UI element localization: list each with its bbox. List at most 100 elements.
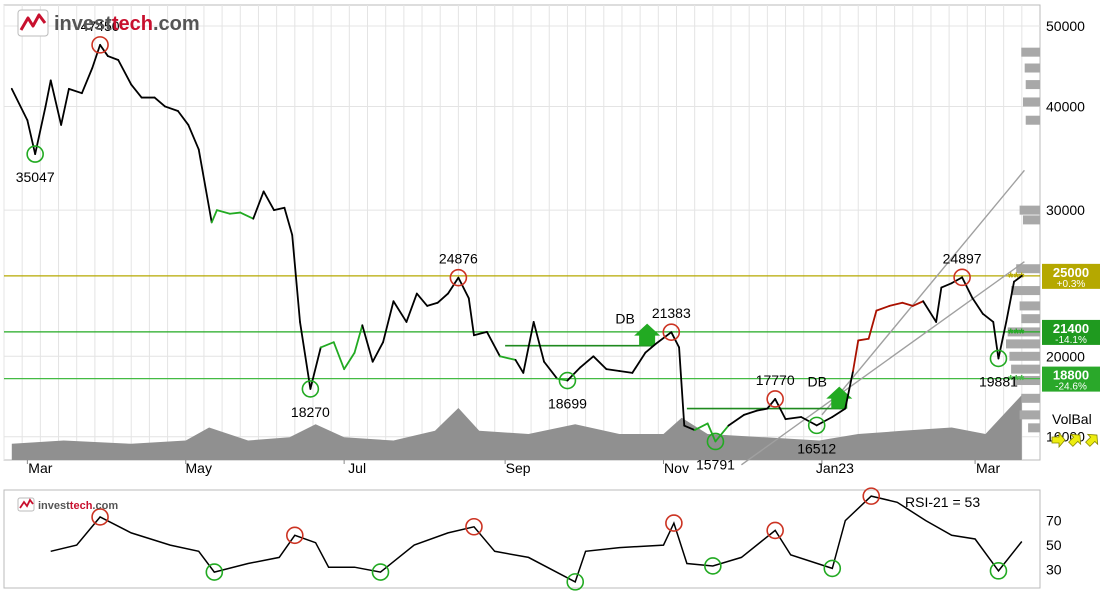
rsi-extreme-marker [91, 508, 109, 526]
extreme-label: 47450 [81, 18, 120, 34]
rsi-extreme-marker [205, 563, 224, 581]
price-segment [68, 87, 83, 95]
price-segment [1005, 280, 1015, 323]
logo-text-invest-small: invest [38, 500, 70, 512]
price-segment [579, 355, 595, 369]
price-segment [332, 341, 346, 371]
volume-profile-bar [1019, 301, 1040, 311]
rsi-extreme-marker [704, 557, 722, 575]
price-segment [382, 300, 395, 344]
brand-logo: investtech.com [17, 9, 200, 37]
volume-profile-bar [1021, 47, 1040, 57]
price-segment [467, 297, 475, 337]
rsi-extreme-marker [371, 563, 390, 581]
logo-icon-line-small [19, 498, 34, 509]
extreme-marker [26, 145, 44, 163]
pattern-label: DB [808, 374, 827, 390]
volume-profile-bar [1021, 393, 1040, 403]
y-tick-label: 30000 [1046, 202, 1085, 218]
trend-channel-lower [740, 261, 1025, 466]
level-stars: *** [1008, 269, 1025, 285]
volume-profile-bar [1025, 80, 1040, 90]
logo-text-suffix: .com [153, 13, 200, 35]
pattern-arrow-up [634, 323, 661, 346]
price-segment [283, 206, 294, 236]
level-stars: *** [1008, 372, 1025, 388]
price-segment [436, 292, 449, 304]
price-segment [852, 339, 860, 372]
price-segment [940, 282, 953, 289]
price-segment [353, 324, 364, 354]
volume-profile-bar [1023, 97, 1040, 107]
rsi-panel: 30 50 70 RSI-21 = 53 investtech.com [3, 487, 1062, 591]
price-segment [618, 370, 634, 374]
price-segment [592, 355, 608, 371]
price-segment [922, 300, 938, 323]
price-segment [216, 209, 231, 215]
price-segment [683, 424, 696, 431]
price-segment [473, 331, 488, 337]
price-segment [44, 79, 52, 108]
price-segment [971, 297, 984, 315]
price-segment [800, 416, 818, 427]
logo-text-tech-small: tech [70, 500, 93, 512]
logo-text-small: investtech.com [38, 500, 118, 512]
volume-profile-bar [1006, 339, 1040, 349]
rsi-extreme-marker [665, 514, 683, 532]
price-segment [499, 355, 517, 361]
volume-area [11, 395, 1022, 460]
y-tick-label: 20000 [1046, 348, 1085, 364]
y-tick-label: 50000 [1046, 18, 1085, 34]
price-segment [997, 321, 1008, 360]
extreme-label: 15791 [696, 456, 735, 472]
extreme-marker [953, 268, 971, 287]
rsi-extreme-marker [286, 526, 304, 545]
extreme-marker [807, 416, 826, 435]
price-segment [486, 331, 501, 358]
volbal-arrow-shape [1085, 433, 1099, 447]
extreme-label: 18699 [548, 396, 587, 412]
extreme-marker [766, 390, 784, 408]
price-segment [371, 341, 384, 363]
volbal-arrow [1051, 431, 1066, 449]
volume-profile-bar [1019, 410, 1040, 420]
extreme-label: 24876 [439, 251, 478, 267]
volbal-arrow-shape [1068, 433, 1082, 447]
price-segment [867, 309, 878, 340]
rsi-extreme-marker [823, 559, 842, 578]
price-segment [177, 110, 190, 126]
x-tick-label: Nov [664, 460, 689, 476]
price-segment [727, 413, 745, 427]
price-segment [543, 360, 558, 380]
price-segment [26, 119, 37, 155]
extreme-marker [706, 432, 725, 451]
price-segment [844, 370, 854, 410]
price-segment [291, 234, 301, 323]
price-segment [426, 301, 439, 307]
price-segment [935, 286, 943, 323]
price-segment [210, 209, 218, 224]
price-segment [60, 87, 70, 126]
price-segment [556, 377, 569, 382]
rsi-extreme-marker [862, 487, 881, 505]
price-segment [1013, 274, 1023, 283]
price-segment [654, 331, 673, 345]
volume-profile-bar [1012, 376, 1040, 386]
extreme-label: 21383 [652, 305, 691, 321]
price-segment [950, 276, 964, 285]
volume-profile-bar [1025, 115, 1040, 125]
logo-text-invest: invest [54, 13, 112, 35]
price-segment [49, 79, 63, 126]
rsi-line [50, 495, 1023, 583]
extreme-marker [91, 36, 109, 54]
price-segment [901, 301, 914, 307]
volume-profile-bar [1024, 63, 1040, 73]
level-box [1042, 366, 1100, 392]
rsi-extreme-marker [766, 521, 784, 540]
price-segment [457, 276, 470, 300]
level-change: -14.1% [1055, 335, 1087, 346]
price-panel: *** 25000+0.3% *** 21400-14.1% *** 18800-24.6… [3, 4, 1100, 476]
price-segment [106, 55, 120, 61]
price-segment [262, 190, 275, 212]
